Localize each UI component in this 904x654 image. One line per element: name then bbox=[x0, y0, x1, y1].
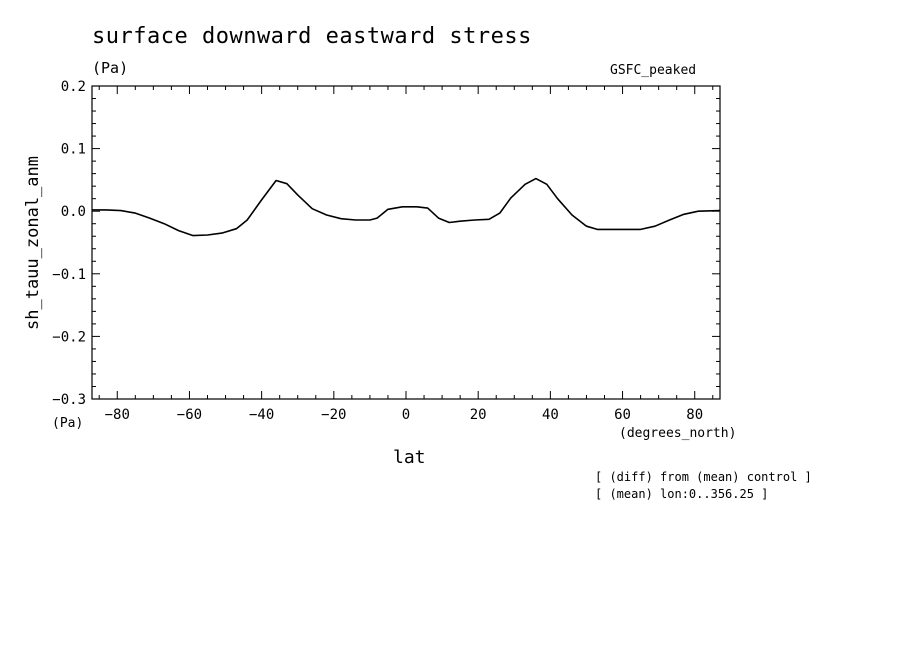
title-units: (Pa) bbox=[92, 59, 129, 77]
y-tick-label: −0.1 bbox=[52, 267, 86, 283]
x-tick-label: 0 bbox=[402, 407, 410, 423]
annotation-mean: [ (mean) lon:0..356.25 ] bbox=[595, 487, 769, 501]
axis-tick-labels: −80 −60 −40 −20 0 20 40 60 80 0.2 0.1 0.0 −0.1 −0.2 −0… bbox=[52, 79, 703, 423]
axis-ticks bbox=[92, 85, 720, 400]
dataset-label: GSFC_peaked bbox=[610, 63, 697, 78]
y-tick-label: −0.3 bbox=[52, 392, 86, 408]
y-tick-label: 0.0 bbox=[61, 204, 86, 220]
x-axis-units: (degrees_north) bbox=[619, 426, 737, 441]
x-tick-label: −20 bbox=[321, 407, 346, 423]
chart-title: surface downward eastward stress bbox=[92, 24, 532, 49]
x-tick-label: 80 bbox=[686, 407, 703, 423]
plot-frame bbox=[91, 85, 721, 400]
x-tick-label: −80 bbox=[105, 407, 130, 423]
y-axis-units: (Pa) bbox=[52, 416, 84, 431]
x-tick-label: 20 bbox=[470, 407, 487, 423]
x-tick-label: −40 bbox=[249, 407, 274, 423]
y-tick-label: 0.2 bbox=[61, 79, 86, 95]
annotation-diff: [ (diff) from (mean) control ] bbox=[595, 470, 812, 484]
x-tick-label: 40 bbox=[542, 407, 559, 423]
x-tick-label: −60 bbox=[177, 407, 202, 423]
series-line bbox=[92, 177, 721, 237]
y-tick-label: −0.2 bbox=[52, 329, 86, 345]
x-axis-label: lat bbox=[393, 447, 426, 468]
y-tick-label: 0.1 bbox=[61, 142, 86, 158]
x-tick-label: 60 bbox=[614, 407, 631, 423]
